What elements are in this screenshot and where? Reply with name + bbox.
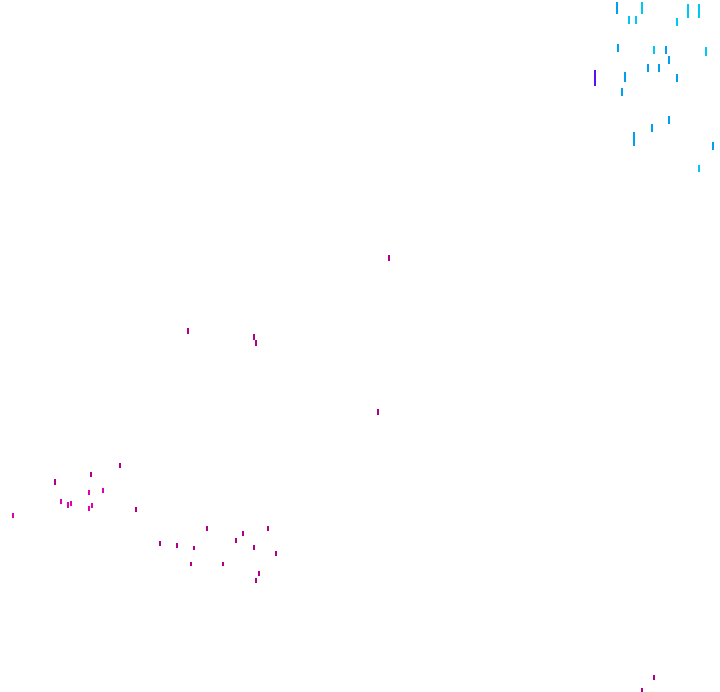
stroke-mark bbox=[712, 142, 714, 150]
stroke-mark bbox=[60, 499, 62, 504]
stroke-mark bbox=[187, 328, 189, 334]
stroke-mark bbox=[54, 479, 56, 485]
stroke-mark bbox=[658, 64, 660, 72]
stroke-mark bbox=[70, 501, 72, 506]
stroke-mark bbox=[135, 507, 137, 512]
stroke-mark bbox=[668, 116, 670, 124]
stroke-mark bbox=[617, 44, 619, 52]
stroke-mark bbox=[698, 165, 700, 172]
stroke-mark bbox=[676, 18, 678, 26]
stroke-mark bbox=[594, 70, 596, 86]
stroke-mark bbox=[705, 47, 707, 56]
stroke-mark bbox=[616, 2, 618, 14]
stroke-mark bbox=[258, 571, 260, 576]
stroke-mark bbox=[91, 503, 93, 508]
stroke-mark bbox=[641, 688, 643, 692]
stroke-mark bbox=[267, 526, 269, 531]
stroke-mark bbox=[624, 72, 626, 82]
stroke-mark bbox=[653, 46, 655, 54]
stroke-mark bbox=[235, 538, 237, 543]
stroke-mark bbox=[653, 675, 655, 680]
stroke-mark bbox=[88, 506, 90, 511]
stroke-mark bbox=[253, 334, 255, 340]
stroke-mark bbox=[206, 526, 208, 531]
stroke-mark bbox=[253, 545, 255, 550]
stroke-mark bbox=[621, 88, 623, 96]
stroke-mark bbox=[665, 46, 667, 54]
stroke-mark bbox=[698, 4, 700, 18]
stroke-mark bbox=[193, 546, 195, 550]
stroke-mark bbox=[159, 541, 161, 546]
stroke-mark bbox=[67, 502, 69, 508]
stroke-mark bbox=[647, 64, 649, 72]
stroke-mark bbox=[651, 124, 653, 132]
stroke-mark bbox=[222, 562, 224, 566]
stroke-mark bbox=[190, 562, 192, 566]
stroke-mark bbox=[255, 340, 257, 346]
stroke-mark bbox=[628, 16, 630, 24]
stroke-mark bbox=[119, 463, 121, 468]
stroke-mark bbox=[388, 255, 390, 261]
stroke-mark bbox=[90, 472, 92, 477]
stroke-mark bbox=[242, 531, 244, 536]
stroke-mark bbox=[687, 4, 689, 18]
stroke-mark bbox=[275, 551, 277, 556]
stroke-mark bbox=[676, 74, 678, 82]
stroke-mark bbox=[641, 2, 643, 14]
stroke-mark bbox=[377, 409, 379, 415]
stroke-mark bbox=[635, 16, 637, 24]
stroke-mark bbox=[12, 513, 14, 518]
stroke-mark bbox=[88, 490, 90, 495]
stroke-mark bbox=[633, 132, 635, 146]
stroke-mark bbox=[668, 56, 670, 64]
stroke-mark bbox=[102, 488, 104, 493]
stroke-mark bbox=[176, 543, 178, 548]
stroke-mark bbox=[255, 578, 257, 583]
